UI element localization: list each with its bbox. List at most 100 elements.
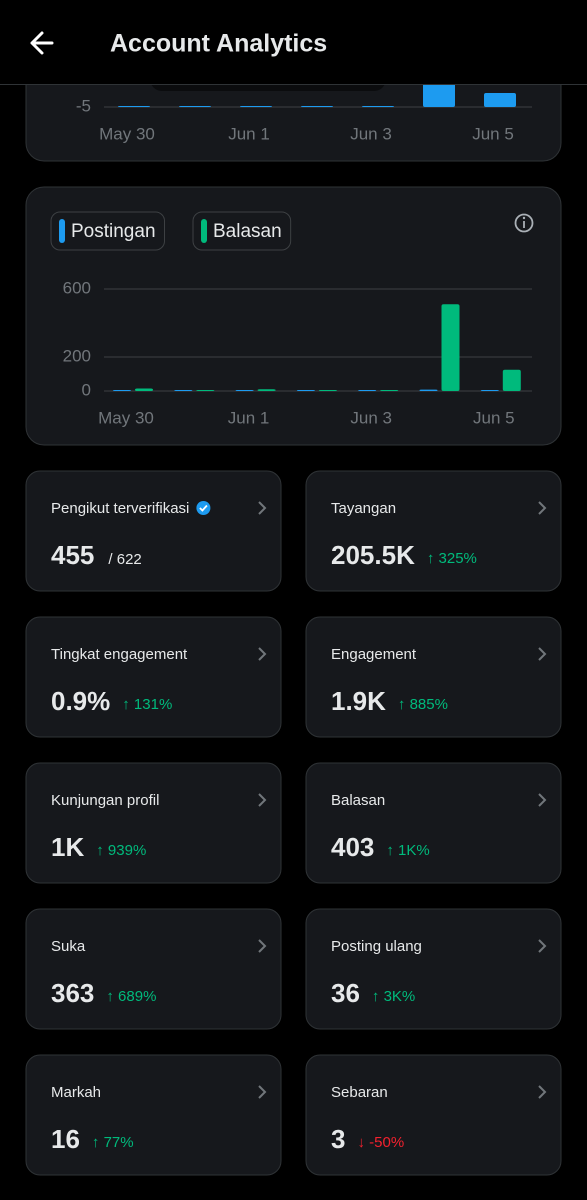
x-tick-label: May 30 <box>99 124 155 143</box>
chevron <box>538 501 547 515</box>
metric-change: ↑ 1K% <box>386 842 429 859</box>
bar <box>419 389 438 391</box>
bar <box>235 390 254 391</box>
bar <box>358 390 377 391</box>
verified-check <box>199 504 208 512</box>
chevron <box>258 1085 267 1099</box>
y-tick-label: 600 <box>63 278 91 297</box>
x-tick-label: Jun 3 <box>350 408 392 427</box>
metric-change: ↑ 939% <box>96 842 146 859</box>
page-title: Account Analytics <box>110 30 327 58</box>
metric-value: 363 <box>51 978 94 1008</box>
metric-label: Markah <box>51 1084 101 1101</box>
chevron <box>258 647 267 661</box>
metric-value: 1K <box>51 832 84 862</box>
bar <box>113 390 131 391</box>
legend-chip[interactable] <box>192 211 292 251</box>
x-tick-label: Jun 1 <box>228 124 270 143</box>
metric-card[interactable] <box>305 616 562 738</box>
metric-grid: Pengikut terverifikasi 455 / 622 Tayangan 20… <box>25 470 562 1176</box>
chevron <box>258 793 267 807</box>
metric-label: Suka <box>51 938 86 955</box>
info-icon[interactable] <box>514 213 534 233</box>
metric-card[interactable] <box>25 908 282 1030</box>
bar <box>318 390 337 391</box>
bar <box>118 106 150 107</box>
metric-label: Tingkat engagement <box>51 646 188 663</box>
bar <box>174 390 193 391</box>
bar <box>296 390 315 391</box>
bar <box>179 106 211 107</box>
header <box>0 0 587 84</box>
bar <box>196 390 215 391</box>
chevron <box>258 501 267 515</box>
metric-card[interactable] <box>305 470 562 592</box>
x-tick-label: Jun 1 <box>228 408 270 427</box>
chevron <box>538 1085 547 1099</box>
metric-card[interactable] <box>305 1054 562 1176</box>
bar <box>380 389 399 391</box>
x-tick-label: Jun 3 <box>350 124 392 143</box>
metric-value: 36 <box>331 978 360 1008</box>
legend-swatch <box>201 219 207 243</box>
metric-change: ↑ 77% <box>92 1134 134 1151</box>
metric-card[interactable] <box>305 908 562 1030</box>
bar <box>257 389 276 391</box>
legend-label: Balasan <box>213 221 282 242</box>
metric-value: 455 <box>51 540 94 570</box>
bar <box>484 93 516 107</box>
y-tick-label: 200 <box>63 346 91 365</box>
legend-chip[interactable] <box>50 211 166 251</box>
chevron <box>538 939 547 953</box>
metric-change: ↑ 325% <box>427 550 477 567</box>
metric-value: 403 <box>331 832 374 862</box>
info-icon-dot <box>522 216 526 220</box>
metric-change: ↓ -50% <box>357 1134 404 1151</box>
metric-card[interactable] <box>25 1054 282 1176</box>
bar <box>441 304 460 391</box>
x-tick-label: Jun 5 <box>473 408 515 427</box>
metric-change: ↑ 131% <box>122 696 172 713</box>
metric-change: ↑ 689% <box>106 988 156 1005</box>
metric-change: ↑ 3K% <box>372 988 415 1005</box>
back-button[interactable] <box>30 31 54 55</box>
legend-label: Postingan <box>71 221 156 242</box>
chart: 0 200 600 May 30 Jun 1 Jun 3 Jun 5 Postingan Bal… <box>50 211 532 427</box>
metric-label: Posting ulang <box>331 938 422 955</box>
metric-card[interactable] <box>305 762 562 884</box>
metric-value: 16 <box>51 1124 80 1154</box>
x-tick-label: Jun 5 <box>472 124 514 143</box>
bar <box>480 390 499 391</box>
metric-change: ↑ 885% <box>398 696 448 713</box>
metric-value: 205.5K <box>331 540 415 570</box>
metric-card[interactable] <box>25 762 282 884</box>
metric-value: 1.9K <box>331 686 386 716</box>
y-tick-label: 0 <box>82 380 91 399</box>
legend-swatch <box>59 219 65 243</box>
metric-label: Tayangan <box>331 500 396 517</box>
chart-card <box>25 186 562 446</box>
metric-label: Engagement <box>331 646 417 663</box>
metric-total: / 622 <box>108 551 141 568</box>
metric-label: Sebaran <box>331 1084 388 1101</box>
bar <box>502 369 521 391</box>
metric-value: 3 <box>331 1124 345 1154</box>
bar <box>135 388 153 391</box>
verified-badge <box>196 501 211 515</box>
metric-value: 0.9% <box>51 686 110 716</box>
metric-label: Pengikut terverifikasi <box>51 500 189 517</box>
metric-card[interactable] <box>25 470 282 592</box>
chevron <box>538 647 547 661</box>
chevron <box>538 793 547 807</box>
y-tick-label: -5 <box>76 96 91 115</box>
bar <box>301 106 333 107</box>
bar <box>362 106 394 107</box>
chevron <box>258 939 267 953</box>
bar <box>240 106 272 107</box>
metric-card[interactable] <box>25 616 282 738</box>
x-tick-label: May 30 <box>98 408 154 427</box>
metric-label: Kunjungan profil <box>51 792 159 809</box>
metric-label: Balasan <box>331 792 385 809</box>
